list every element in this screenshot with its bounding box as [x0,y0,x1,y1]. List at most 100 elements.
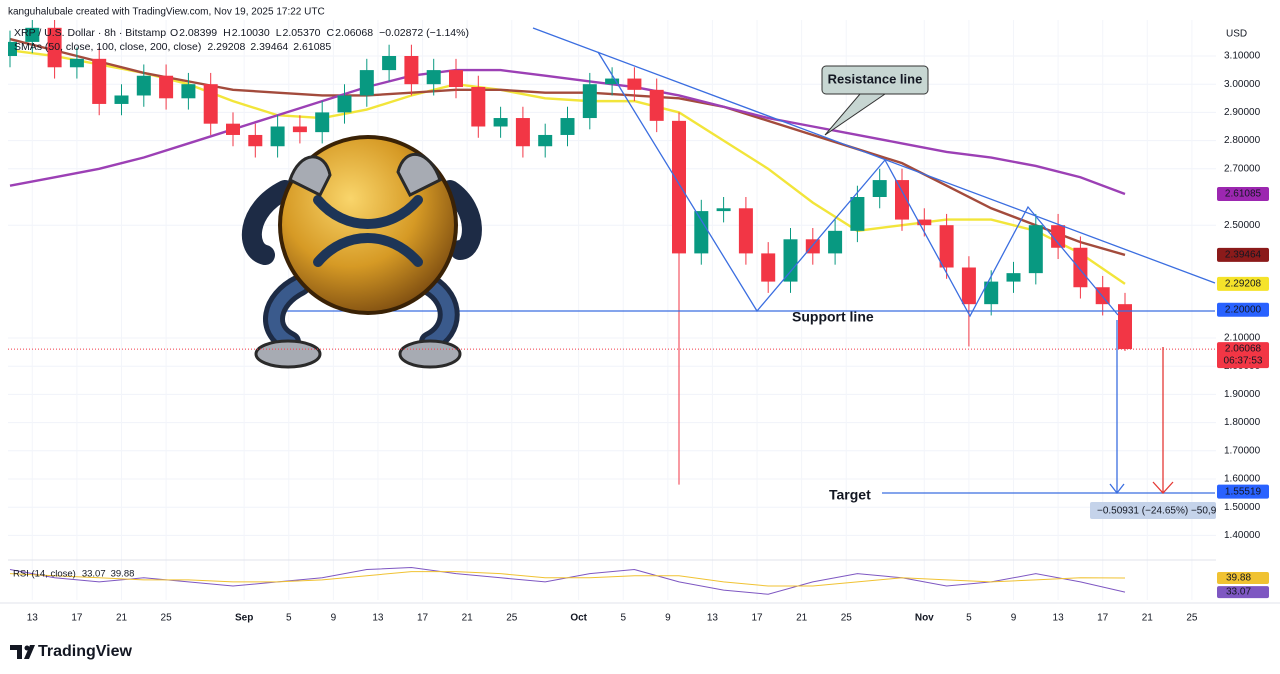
sma-line [9,37,1126,257]
rsi-line [9,571,1126,587]
ohlc-key: O [170,27,178,39]
logo-text: TradingView [38,643,133,660]
x-tick-label: 25 [1186,613,1198,624]
candle-body [672,120,686,254]
x-tick-label: 13 [27,613,39,624]
candle-body [159,75,174,99]
x-tick-label: 9 [1011,613,1017,624]
moving-averages [9,37,1126,285]
x-tick-label: 13 [1053,613,1065,624]
y-tick-label: 2.70000 [1224,163,1261,174]
candle-body [649,89,664,121]
candle-body [47,27,62,68]
candle-body [582,84,597,119]
x-tick-label: 21 [116,613,128,624]
y-tick-label: 1.70000 [1224,445,1261,456]
x-tick-label: 9 [665,613,671,624]
sma-line [9,49,1126,285]
ohlc-value: 2.10030 [232,27,270,39]
candle-body [850,197,865,231]
rsi-badge [1217,572,1269,585]
rsi-badge-label: 39.88 [1226,573,1251,584]
sma-legend-value: 2.39464 [250,41,288,53]
rsi-lines [9,566,1126,595]
x-tick-label: 21 [1142,613,1154,624]
candle-body [694,211,709,254]
x-tick-label: 5 [286,613,292,624]
sma-badge-label: 2.29208 [1225,278,1262,289]
candle-body [181,84,196,99]
candle-body [25,27,40,42]
candle-body [292,126,307,133]
candle-body [404,56,419,85]
candle-body [984,281,999,305]
sma-badge [1217,276,1269,291]
candle-body [961,267,976,305]
candle-body [605,78,620,85]
candle-body [226,123,240,135]
y-tick-label: 1.40000 [1224,530,1261,541]
x-tick-label: 25 [506,613,518,624]
x-tick-label: 13 [372,613,384,624]
y-tick-label: 1.80000 [1224,417,1261,428]
candle-body [761,253,776,282]
x-tick-label: 17 [417,613,429,624]
y-tick-label: 2.10000 [1224,333,1261,344]
x-tick-label: 25 [841,613,853,624]
support-badge-label: 2.20000 [1225,304,1262,315]
candle-body [560,118,575,135]
rsi-legend-value: 39.88 [111,569,135,580]
y-tick-label: 1.90000 [1224,389,1261,400]
sma-legend: SMAs (50, close, 100, close, 200, close) [14,41,201,53]
y-tick-label: 3.00000 [1224,79,1261,90]
candle-body [203,84,218,124]
candle-body [337,95,352,113]
pattern-line [597,51,1119,318]
candle-body [515,118,530,147]
rsi-legend: RSI (14, close) [13,569,76,580]
time-axis: 13 17 21 25 Sep 5 9 13 17 21 25 Oct 5 9 13 17 21 25 Nov 5 9 1… [27,613,1198,624]
candle-body [627,78,642,90]
candle-body [315,112,330,133]
countdown: 06:37:53 [1224,356,1263,367]
drawings [275,27,1216,495]
symbol: XRP / U.S. Dollar · 8h · Bitstamp [14,27,166,39]
x-tick-label: Sep [235,613,253,624]
price-badge [1217,342,1269,369]
sma-badge [1217,186,1269,201]
candle-body [92,58,107,104]
ohlc-key: C [327,27,335,39]
measure-box [1090,502,1216,519]
candle-body [382,56,397,71]
rsi-badge [1217,586,1269,599]
sma-badge-label: 2.61085 [1225,189,1262,200]
y-tick-label: 2.50000 [1224,220,1261,231]
y-tick-label: 1.60000 [1224,474,1261,485]
ohlc-value: 2.08399 [179,27,217,39]
target-label: Target [829,487,871,503]
red-arrow [1152,347,1174,494]
candle-body [493,118,508,127]
x-tick-label: 17 [1097,613,1109,624]
target-badge [1217,484,1269,499]
x-tick-label: 17 [71,613,83,624]
change: −0.02872 (−1.14%) [379,27,469,39]
x-tick-label: 25 [161,613,173,624]
y-tick-label: 3.10000 [1224,51,1261,62]
support-badge [1217,302,1269,317]
x-tick-label: 17 [751,613,763,624]
x-tick-label: 13 [707,613,719,624]
sma-legend-value: 2.61085 [293,41,331,53]
candle-body [1006,273,1021,282]
y-tick-label: 2.80000 [1224,135,1261,146]
candle-body [136,75,151,96]
candle-body [359,70,374,96]
candle-body [449,70,463,88]
ohlc-key: L [276,27,282,39]
resistance-label: Resistance line [828,71,923,86]
resistance-callout: Resistance line [821,65,929,136]
candle-body [917,219,932,226]
candle-body [471,87,486,127]
